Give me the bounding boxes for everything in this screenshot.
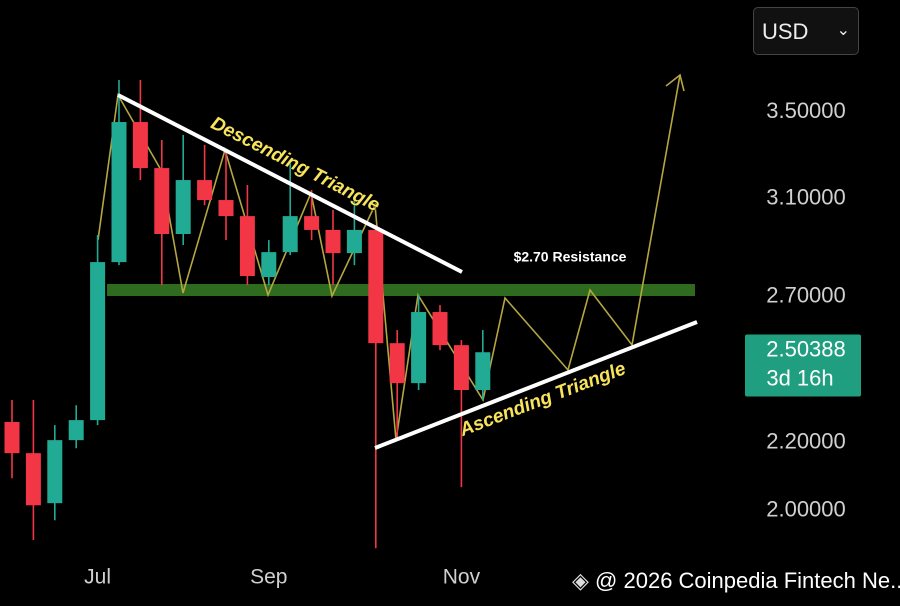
candle-body <box>475 352 491 391</box>
candle-body <box>111 122 127 263</box>
candle-body <box>389 343 405 384</box>
candle-body <box>25 453 41 506</box>
dropdown-icon: ⌄ <box>836 22 850 39</box>
y-tick-label: 3.50000 <box>766 98 846 123</box>
y-tick-label: 2.20000 <box>766 429 846 454</box>
annotation: Descending Triangle <box>207 113 383 217</box>
candle-body <box>453 345 469 391</box>
candle-body <box>368 229 384 344</box>
annotation: $2.70 Resistance <box>514 249 627 265</box>
candle-body <box>4 421 20 454</box>
watermark-text: @ 2026 Coinpedia Fintech Ne... <box>595 568 900 593</box>
candle-body <box>304 216 320 230</box>
candle-body <box>432 312 448 346</box>
price-tag <box>745 334 861 397</box>
descending-trendline <box>117 93 463 274</box>
currency-text: USD <box>762 19 809 44</box>
candle-body <box>325 229 341 254</box>
x-tick-label: Sep <box>250 566 287 589</box>
currency-selector[interactable]: USD ⌄ <box>753 7 859 55</box>
y-tick-label: 3.10000 <box>766 184 846 209</box>
countdown: 3d 16h <box>766 365 833 390</box>
price-label: 2.50388 <box>766 336 846 361</box>
candle-body <box>346 229 362 254</box>
x-tick-label: Nov <box>443 566 481 589</box>
candle-body <box>197 180 213 201</box>
candle-body <box>218 200 234 217</box>
logo: ◈ <box>572 568 589 593</box>
candle-body <box>239 216 255 277</box>
y-tick-label: 2.70000 <box>766 283 846 308</box>
projection-arrow <box>665 73 685 92</box>
candle-body <box>132 122 148 169</box>
y-tick-label: 2.00000 <box>766 496 846 521</box>
candle-body <box>47 440 63 504</box>
resistance-band <box>107 284 695 296</box>
x-tick-label: Jul <box>84 566 111 589</box>
candle-body <box>154 168 170 235</box>
candle-body <box>68 420 84 441</box>
projection-path <box>97 74 681 441</box>
candle-body <box>90 262 106 421</box>
candle-body <box>282 216 298 253</box>
candle-body <box>261 252 277 278</box>
candle-body <box>175 180 191 235</box>
candle-body <box>411 312 427 384</box>
ascending-trendline <box>374 320 698 450</box>
watermark: ◈ @ 2026 Coinpedia Fintech Ne... <box>572 568 900 594</box>
